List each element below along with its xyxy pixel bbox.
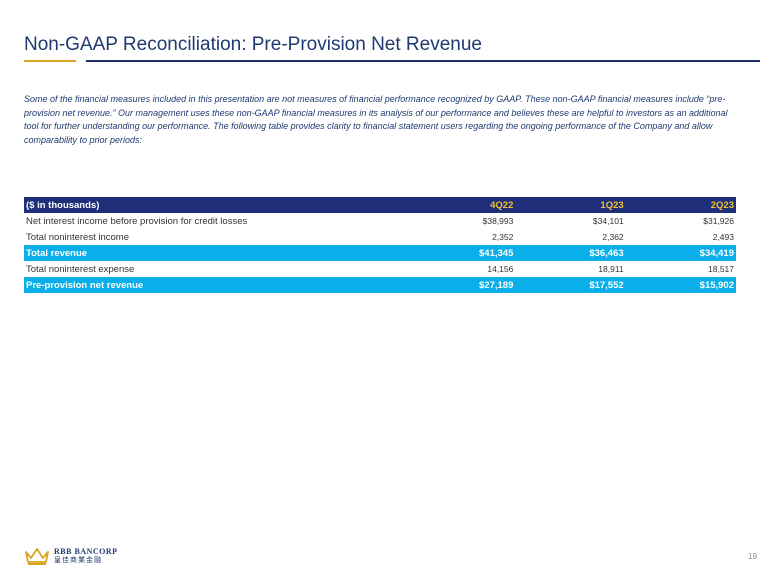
row-label: Net interest income before provision for… [26, 215, 248, 227]
page-title: Non-GAAP Reconciliation: Pre-Provision N… [24, 34, 482, 55]
table-row-pre-provision-net-revenue: Pre-provision net revenue $27,189 $17,55… [24, 277, 736, 293]
row-value: $41,345 [479, 247, 514, 259]
table-row: Total noninterest expense 14,156 18,911 … [24, 261, 736, 277]
row-value: $17,552 [589, 279, 624, 291]
row-value: $36,463 [589, 247, 624, 259]
row-value: 14,156 [487, 264, 514, 274]
table-header-row: ($ in thousands) 4Q22 1Q23 2Q23 [24, 197, 736, 213]
page-number: 19 [748, 552, 757, 561]
row-value: 2,362 [602, 232, 624, 242]
row-value: 2,493 [712, 232, 734, 242]
row-value: 18,911 [598, 264, 624, 274]
row-value: $34,419 [699, 247, 734, 259]
header-period: 2Q23 [710, 199, 734, 211]
row-value: $15,902 [699, 279, 734, 291]
title-rule-navy [86, 60, 760, 62]
row-value: 2,352 [492, 232, 514, 242]
table-row-total-revenue: Total revenue $41,345 $36,463 $34,419 [24, 245, 736, 261]
row-label: Total noninterest expense [26, 263, 135, 275]
header-label: ($ in thousands) [26, 199, 100, 211]
company-logo: RBB BANCORP 皇佳商業金融 [24, 546, 118, 566]
row-value: 18,517 [708, 264, 734, 274]
intro-paragraph: Some of the financial measures included … [24, 94, 728, 145]
row-value: $31,926 [703, 216, 734, 226]
row-label: Total revenue [26, 247, 88, 259]
row-value: $34,101 [592, 216, 624, 226]
header-period: 1Q23 [600, 199, 624, 211]
row-value: $27,189 [479, 279, 514, 291]
header-period: 4Q22 [490, 199, 514, 211]
logo-name: RBB BANCORP [54, 547, 118, 556]
logo-subtitle: 皇佳商業金融 [54, 556, 102, 564]
table-row: Total noninterest income 2,352 2,362 2,4… [24, 229, 736, 245]
reconciliation-table: ($ in thousands) 4Q22 1Q23 2Q23 Net inte… [24, 197, 736, 293]
row-label: Pre-provision net revenue [26, 279, 144, 291]
row-value: $38,993 [482, 216, 514, 226]
title-rule-gold [24, 60, 76, 62]
table-row: Net interest income before provision for… [24, 213, 736, 229]
row-label: Total noninterest income [26, 231, 129, 243]
crown-icon [25, 548, 49, 565]
